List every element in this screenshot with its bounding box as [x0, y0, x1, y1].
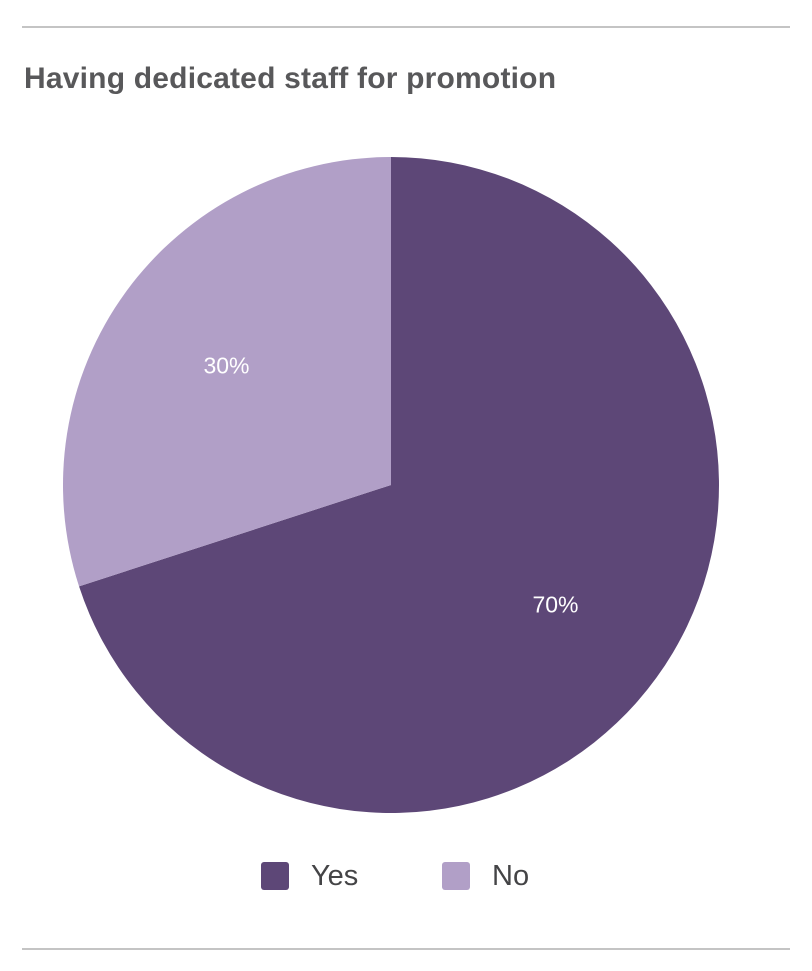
legend-swatch-yes	[261, 862, 289, 890]
legend-label-yes: Yes	[311, 859, 359, 892]
top-divider	[22, 26, 790, 28]
slice-label-no: 30%	[203, 353, 249, 379]
pie-slice-no	[63, 156, 391, 587]
legend-swatch-no	[442, 862, 470, 890]
slice-label-yes: 70%	[532, 592, 578, 618]
pie-slice-yes	[79, 157, 720, 813]
bottom-divider	[22, 948, 790, 950]
legend-label-no: No	[492, 859, 530, 892]
chart-title: Having dedicated staff for promotion	[24, 62, 557, 95]
legend-item-no: No	[442, 856, 529, 896]
legend-item-yes: Yes	[261, 856, 358, 896]
chart-legend: Yes No	[0, 856, 812, 896]
